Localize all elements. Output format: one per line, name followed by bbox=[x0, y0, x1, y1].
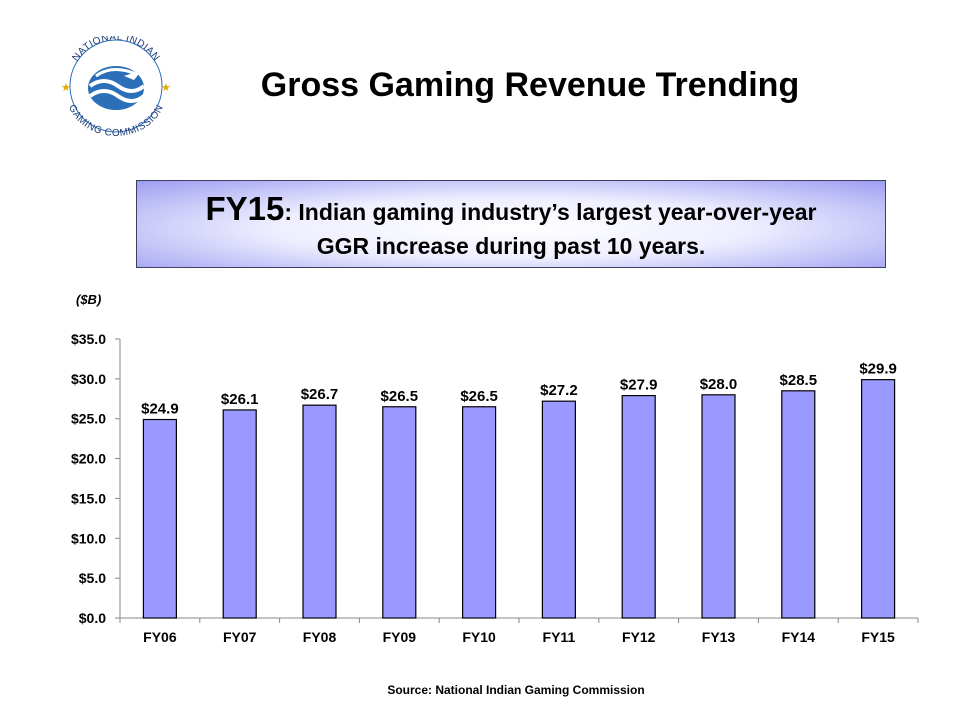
bar-fy11 bbox=[541, 400, 577, 619]
y-tick-label: $10.0 bbox=[71, 530, 106, 546]
callout-line-2: GGR increase during past 10 years. bbox=[316, 233, 706, 259]
y-tick-label: $5.0 bbox=[79, 570, 106, 586]
bar-fy13 bbox=[701, 394, 736, 619]
callout-box: FY15: Indian gaming industry’s largest y… bbox=[136, 180, 886, 268]
x-tick-label: FY07 bbox=[223, 629, 257, 645]
y-tick-label: $30.0 bbox=[71, 371, 106, 387]
x-tick-label: FY13 bbox=[702, 629, 736, 645]
unit-label: ($B) bbox=[76, 292, 102, 307]
bar-fy09 bbox=[382, 406, 417, 619]
logo-star-left: ★ bbox=[61, 82, 71, 94]
x-tick-label: FY12 bbox=[622, 629, 656, 645]
bar-fy14 bbox=[781, 390, 816, 619]
y-tick-label: $0.0 bbox=[79, 610, 106, 626]
data-label: $26.7 bbox=[301, 386, 339, 403]
bar-fy15 bbox=[860, 379, 896, 619]
x-tick-label: FY06 bbox=[143, 629, 177, 645]
y-tick-label: $20.0 bbox=[71, 451, 106, 467]
revenue-bar-chart: $0.0 $5.0 $10.0 $15.0 $20.0 $25.0 $30.0 $35.0 $2… bbox=[71, 331, 919, 645]
data-label: $29.9 bbox=[859, 361, 897, 378]
bar-fy10 bbox=[462, 406, 497, 619]
source-note: Source: National Indian Gaming Commissio… bbox=[387, 683, 645, 697]
bar-fy12 bbox=[621, 394, 656, 619]
data-label: $28.0 bbox=[700, 376, 738, 393]
data-label: $26.5 bbox=[460, 388, 498, 405]
logo-star-right: ★ bbox=[161, 82, 171, 94]
bar-fy07 bbox=[222, 409, 257, 619]
y-tick-label: $35.0 bbox=[71, 331, 106, 347]
data-label: $28.5 bbox=[780, 372, 818, 389]
bar-fy08 bbox=[302, 404, 337, 619]
logo-seal-icon: ★ ★ bbox=[61, 39, 171, 133]
x-tick-label: FY08 bbox=[303, 629, 337, 645]
x-tick-label: FY14 bbox=[782, 629, 816, 645]
callout-lead: FY15 bbox=[205, 190, 285, 227]
ngc-logo: ★ ★ NATIONAL INDIAN GAMING COMMISSION bbox=[61, 36, 171, 136]
y-tick-label: $25.0 bbox=[71, 411, 106, 427]
x-tick-label: FY15 bbox=[861, 629, 895, 645]
x-tick-label: FY11 bbox=[543, 629, 576, 645]
data-label: $26.1 bbox=[221, 391, 259, 408]
x-tick-label: FY09 bbox=[383, 629, 417, 645]
x-tick-label: FY10 bbox=[462, 629, 496, 645]
slide-title: Gross Gaming Revenue Trending bbox=[260, 66, 800, 104]
bar-fy06 bbox=[142, 418, 177, 619]
callout-line-1: FY15: Indian gaming industry’s largest y… bbox=[137, 190, 885, 228]
data-label: $27.2 bbox=[540, 382, 578, 399]
data-label: $26.5 bbox=[381, 388, 419, 405]
data-label: $24.9 bbox=[141, 401, 179, 418]
data-label: $27.9 bbox=[620, 377, 658, 394]
callout-text-1: : Indian gaming industry’s largest year-… bbox=[284, 199, 817, 225]
y-tick-label: $15.0 bbox=[71, 490, 106, 506]
